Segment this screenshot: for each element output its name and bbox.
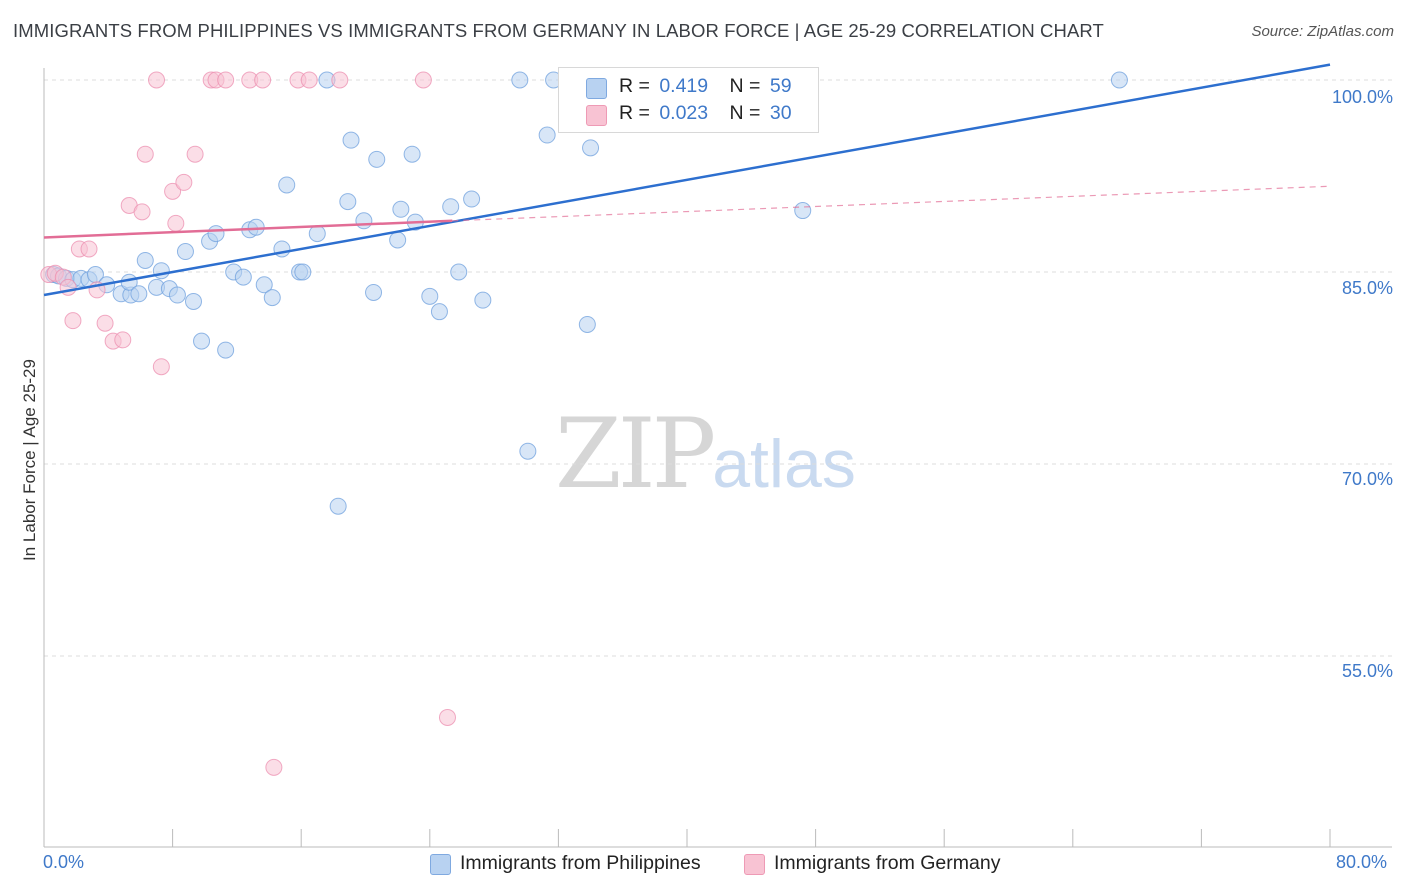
germany-point xyxy=(80,240,98,258)
philippines-point xyxy=(1110,71,1128,89)
philippines-point xyxy=(217,341,235,359)
germany-point xyxy=(254,71,272,89)
germany-point xyxy=(152,358,170,376)
philippines-point xyxy=(278,176,296,194)
watermark-zip: ZIP xyxy=(555,398,716,510)
germany-point xyxy=(114,331,132,349)
philippines-point xyxy=(263,289,281,307)
germany-swatch xyxy=(586,105,607,126)
r-label: R = xyxy=(619,75,650,97)
x-tick-label-max: 80.0% xyxy=(1336,852,1388,872)
philippines-point xyxy=(294,263,312,281)
y-tick-label: 85.0% xyxy=(1341,278,1393,298)
germany-point xyxy=(265,758,283,776)
philippines-point xyxy=(430,303,448,321)
y-axis-label-wrap: In Labor Force | Age 25-29 xyxy=(18,340,42,580)
n-value-germany: 30 xyxy=(769,102,792,124)
germany-point xyxy=(300,71,318,89)
stats-legend: R = 0.419 N = 59 R = 0.023 N = 30 xyxy=(558,67,819,133)
germany-trend-extension xyxy=(452,185,1331,222)
philippines-point xyxy=(168,286,186,304)
philippines-point xyxy=(389,231,407,249)
chart-title: IMMIGRANTS FROM PHILIPPINES VS IMMIGRANT… xyxy=(13,20,1104,41)
philippines-point xyxy=(342,131,360,149)
philippines-point xyxy=(193,332,211,350)
germany-point xyxy=(64,312,82,330)
n-value-philippines: 59 xyxy=(769,75,792,97)
philippines-point xyxy=(442,198,460,216)
r-label: R = xyxy=(619,102,650,124)
germany-legend-label: Immigrants from Germany xyxy=(774,852,1001,874)
source-label: Source: ZipAtlas.com xyxy=(1251,23,1394,40)
germany-point xyxy=(133,203,151,221)
philippines-legend-swatch xyxy=(430,854,451,875)
philippines-point xyxy=(578,315,596,333)
germany-point xyxy=(148,71,166,89)
germany-point xyxy=(438,708,456,726)
philippines-point xyxy=(538,126,556,144)
philippines-legend-label: Immigrants from Philippines xyxy=(460,852,701,874)
y-tick-label: 70.0% xyxy=(1341,469,1393,489)
r-value-germany: 0.023 xyxy=(659,102,709,124)
philippines-point xyxy=(234,268,252,286)
philippines-point xyxy=(136,251,154,269)
germany-point xyxy=(186,145,204,163)
germany-legend-swatch xyxy=(744,854,765,875)
philippines-point xyxy=(207,225,225,243)
philippines-point xyxy=(308,225,326,243)
y-tick-label: 55.0% xyxy=(1341,661,1393,681)
philippines-point xyxy=(392,200,410,218)
philippines-point xyxy=(152,262,170,280)
philippines-point xyxy=(403,145,421,163)
philippines-point xyxy=(368,150,386,168)
germany-point xyxy=(175,173,193,191)
philippines-point xyxy=(355,212,373,230)
philippines-swatch xyxy=(586,78,607,99)
philippines-point xyxy=(450,263,468,281)
germany-point xyxy=(96,314,114,332)
philippines-point xyxy=(329,497,347,515)
n-label: N = xyxy=(729,102,761,124)
philippines-trend-line xyxy=(43,63,1331,297)
germany-point xyxy=(217,71,235,89)
philippines-point xyxy=(794,202,812,220)
n-label: N = xyxy=(729,75,761,97)
philippines-point xyxy=(421,287,439,305)
philippines-point xyxy=(184,292,202,310)
germany-point xyxy=(167,214,185,232)
philippines-point xyxy=(511,71,529,89)
philippines-point xyxy=(582,139,600,157)
philippines-point xyxy=(365,283,383,301)
germany-point xyxy=(164,182,182,200)
philippines-point xyxy=(339,193,357,211)
germany-point xyxy=(136,145,154,163)
philippines-point xyxy=(247,218,265,236)
philippines-point xyxy=(255,276,273,294)
philippines-point xyxy=(474,291,492,309)
philippines-point xyxy=(130,285,148,303)
philippines-point xyxy=(519,442,537,460)
germany-point xyxy=(414,71,432,89)
germany-point xyxy=(331,71,349,89)
x-tick-label-min: 0.0% xyxy=(43,852,85,872)
germany-trend-line xyxy=(43,219,453,239)
philippines-point xyxy=(463,190,481,208)
r-value-philippines: 0.419 xyxy=(659,75,709,97)
philippines-point xyxy=(176,243,194,261)
y-tick-label: 100.0% xyxy=(1331,87,1393,107)
y-axis-label: In Labor Force | Age 25-29 xyxy=(20,359,39,561)
